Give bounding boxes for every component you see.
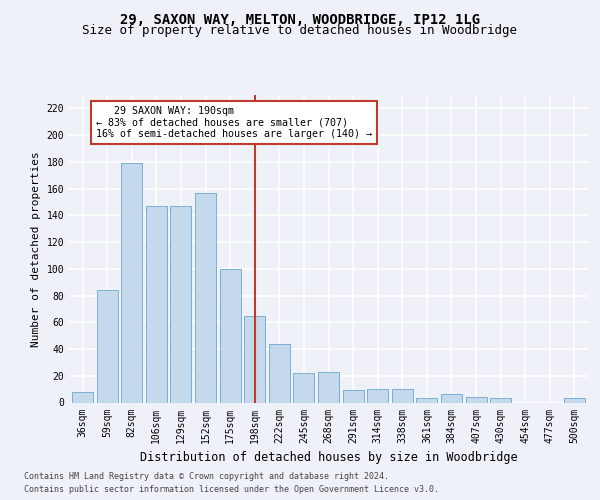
Bar [195,192,216,402]
Bar [343,390,364,402]
Bar [170,206,191,402]
Y-axis label: Number of detached properties: Number of detached properties [31,151,41,346]
Bar [441,394,462,402]
Text: 29 SAXON WAY: 190sqm
← 83% of detached houses are smaller (707)
16% of semi-deta: 29 SAXON WAY: 190sqm ← 83% of detached h… [96,106,372,139]
Bar [367,389,388,402]
Bar [564,398,585,402]
Bar [490,398,511,402]
Bar [392,389,413,402]
X-axis label: Distribution of detached houses by size in Woodbridge: Distribution of detached houses by size … [140,451,517,464]
Text: Contains public sector information licensed under the Open Government Licence v3: Contains public sector information licen… [24,485,439,494]
Text: Contains HM Land Registry data © Crown copyright and database right 2024.: Contains HM Land Registry data © Crown c… [24,472,389,481]
Text: 29, SAXON WAY, MELTON, WOODBRIDGE, IP12 1LG: 29, SAXON WAY, MELTON, WOODBRIDGE, IP12 … [120,12,480,26]
Bar [244,316,265,402]
Bar [269,344,290,402]
Bar [416,398,437,402]
Bar [293,373,314,402]
Bar [466,397,487,402]
Bar [121,163,142,402]
Text: Size of property relative to detached houses in Woodbridge: Size of property relative to detached ho… [83,24,517,37]
Bar [146,206,167,402]
Bar [97,290,118,403]
Bar [72,392,93,402]
Bar [318,372,339,402]
Bar [220,269,241,402]
